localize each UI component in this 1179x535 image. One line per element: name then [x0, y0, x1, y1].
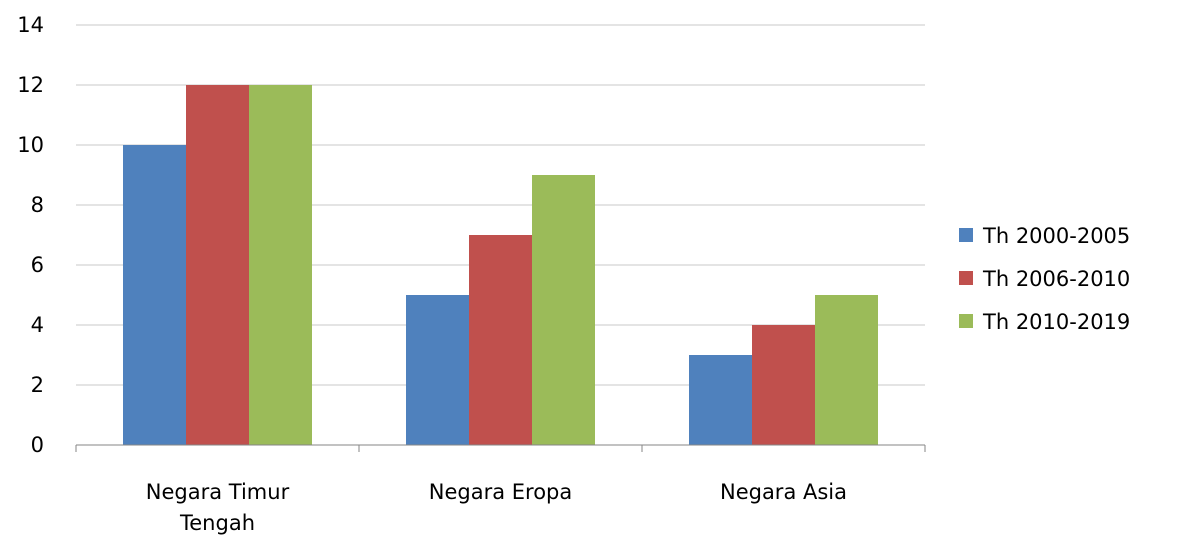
legend-label: Th 2006-2010 [982, 267, 1130, 291]
y-axis-tick-labels: 0 2 4 6 8 10 12 14 [17, 13, 44, 457]
legend-swatch [959, 314, 973, 328]
y-tick-label: 14 [17, 13, 44, 37]
legend-label: Th 2010-2019 [982, 310, 1130, 334]
x-category-label: Tengah [179, 511, 255, 535]
bar-th-2010-2019-cat-2 [815, 295, 878, 445]
legend: Th 2000-2005 Th 2006-2010 Th 2010-2019 [959, 224, 1130, 334]
x-category-label: Negara Timur [146, 480, 290, 504]
x-category-label: Negara Asia [720, 480, 847, 504]
legend-swatch [959, 228, 973, 242]
y-tick-label: 8 [31, 193, 44, 217]
y-tick-label: 12 [17, 73, 44, 97]
bars [123, 85, 878, 445]
y-tick-label: 4 [31, 313, 44, 337]
bar-th-2000-2005-cat-1 [406, 295, 469, 445]
legend-label: Th 2000-2005 [982, 224, 1130, 248]
y-tick-label: 6 [31, 253, 44, 277]
legend-swatch [959, 271, 973, 285]
y-tick-label: 0 [31, 433, 44, 457]
bar-th-2000-2005-cat-0 [123, 145, 186, 445]
bar-th-2006-2010-cat-0 [186, 85, 249, 445]
bar-th-2006-2010-cat-2 [752, 325, 815, 445]
x-axis-category-labels: Negara Timur Tengah Negara Eropa Negara Asi… [146, 480, 847, 535]
bar-th-2010-2019-cat-1 [532, 175, 595, 445]
x-category-label: Negara Eropa [429, 480, 573, 504]
x-axis [75, 444, 926, 452]
bar-th-2006-2010-cat-1 [469, 235, 532, 445]
bar-th-2000-2005-cat-2 [689, 355, 752, 445]
y-tick-label: 10 [17, 133, 44, 157]
bar-th-2010-2019-cat-0 [249, 85, 312, 445]
y-tick-label: 2 [31, 373, 44, 397]
